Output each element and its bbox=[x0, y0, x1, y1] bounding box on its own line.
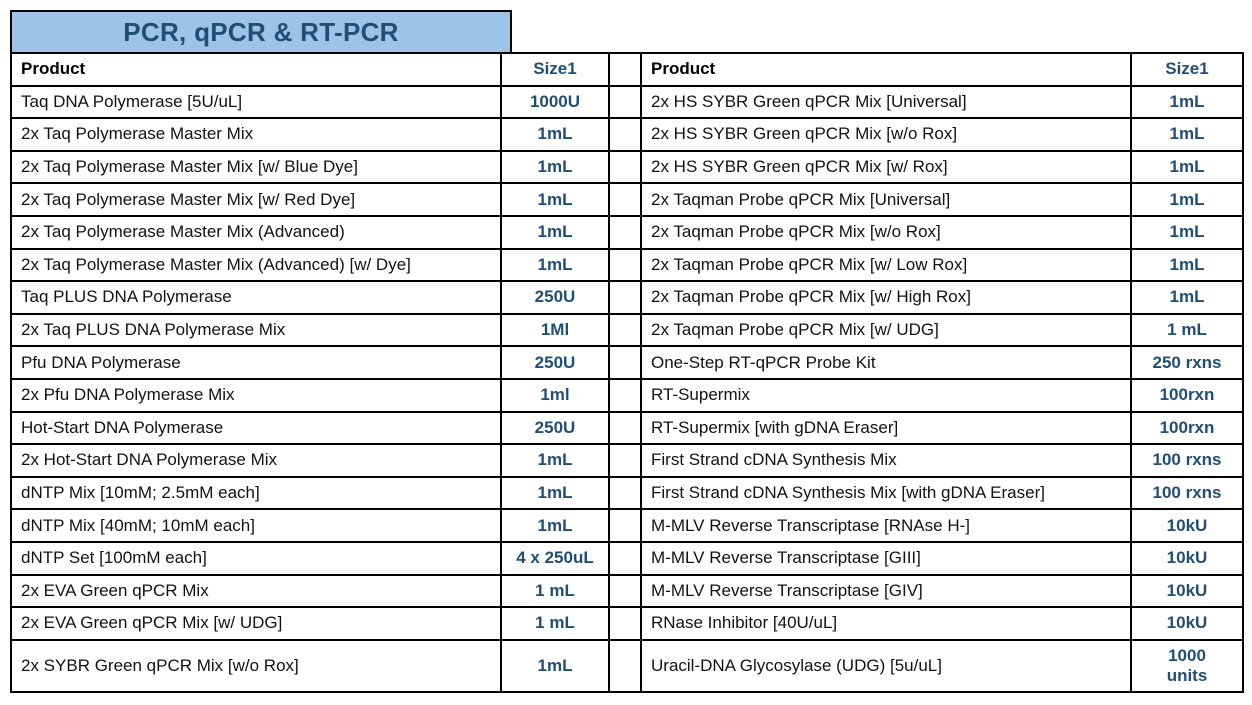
right-size-cell: 1mL bbox=[1132, 151, 1244, 185]
right-size-cell: 100rxn bbox=[1132, 412, 1244, 446]
table-gap-spacer bbox=[610, 314, 642, 348]
right-size-cell: 1mL bbox=[1132, 282, 1244, 315]
left-product-cell: Pfu DNA Polymerase bbox=[12, 347, 502, 380]
left-product-cell: Taq PLUS DNA Polymerase bbox=[12, 282, 502, 315]
right-size-header: Size1 bbox=[1132, 54, 1244, 87]
left-product-cell: Taq DNA Polymerase [5U/uL] bbox=[12, 86, 502, 120]
right-product-cell: One-Step RT-qPCR Probe Kit bbox=[642, 347, 1132, 380]
right-product-cell: 2x HS SYBR Green qPCR Mix [Universal] bbox=[642, 86, 1132, 120]
right-size-cell: 1mL bbox=[1132, 184, 1244, 217]
left-size-cell: 1ml bbox=[502, 379, 610, 413]
left-size-cell: 1mL bbox=[502, 477, 610, 511]
left-product-cell: 2x Taq Polymerase Master Mix (Advanced) bbox=[12, 216, 502, 250]
right-product-cell: First Strand cDNA Synthesis Mix bbox=[642, 445, 1132, 478]
left-size-cell: 4 x 250uL bbox=[502, 542, 610, 576]
table-gap-spacer bbox=[610, 542, 642, 576]
left-product-cell: 2x Taq Polymerase Master Mix [w/ Red Dye… bbox=[12, 184, 502, 217]
left-size-cell: 1mL bbox=[502, 640, 610, 693]
table-gap-spacer bbox=[610, 608, 642, 641]
left-product-header: Product bbox=[12, 54, 502, 87]
left-product-cell: Hot-Start DNA Polymerase bbox=[12, 412, 502, 446]
table-gap-spacer bbox=[610, 216, 642, 250]
right-size-cell: 1mL bbox=[1132, 86, 1244, 120]
left-size-cell: 1 mL bbox=[502, 608, 610, 641]
left-size-cell: 250U bbox=[502, 282, 610, 315]
product-tables-grid: Product Size1 Product Size1 Taq DNA Poly… bbox=[10, 52, 1244, 693]
right-product-cell: First Strand cDNA Synthesis Mix [with gD… bbox=[642, 477, 1132, 511]
left-size-cell: 1mL bbox=[502, 249, 610, 283]
right-product-cell: M-MLV Reverse Transcriptase [GIII] bbox=[642, 542, 1132, 576]
left-size-cell: 1mL bbox=[502, 119, 610, 152]
right-product-cell: M-MLV Reverse Transcriptase [GIV] bbox=[642, 575, 1132, 609]
right-product-cell: 2x Taqman Probe qPCR Mix [w/ Low Rox] bbox=[642, 249, 1132, 283]
right-size-cell: 10kU bbox=[1132, 510, 1244, 543]
right-size-cell: 1mL bbox=[1132, 216, 1244, 250]
right-product-cell: 2x HS SYBR Green qPCR Mix [w/o Rox] bbox=[642, 119, 1132, 152]
table-gap-spacer bbox=[610, 86, 642, 120]
right-product-cell: M-MLV Reverse Transcriptase [RNAse H-] bbox=[642, 510, 1132, 543]
left-size-cell: 1mL bbox=[502, 216, 610, 250]
table-gap-spacer bbox=[610, 151, 642, 185]
right-product-cell: Uracil-DNA Glycosylase (UDG) [5u/uL] bbox=[642, 640, 1132, 693]
table-gap-spacer bbox=[610, 379, 642, 413]
left-product-cell: 2x Pfu DNA Polymerase Mix bbox=[12, 379, 502, 413]
left-product-cell: dNTP Set [100mM each] bbox=[12, 542, 502, 576]
right-size-cell: 1 mL bbox=[1132, 314, 1244, 348]
left-size-cell: 1000U bbox=[502, 86, 610, 120]
right-size-cell: 100 rxns bbox=[1132, 477, 1244, 511]
left-size-cell: 250U bbox=[502, 347, 610, 380]
right-size-cell: 10kU bbox=[1132, 575, 1244, 609]
right-product-cell: 2x Taqman Probe qPCR Mix [w/ High Rox] bbox=[642, 282, 1132, 315]
section-title-box: PCR, qPCR & RT-PCR bbox=[10, 10, 512, 54]
right-product-cell: RT-Supermix [with gDNA Eraser] bbox=[642, 412, 1132, 446]
right-size-cell: 100 rxns bbox=[1132, 445, 1244, 478]
right-size-cell: 250 rxns bbox=[1132, 347, 1244, 380]
left-product-cell: 2x EVA Green qPCR Mix bbox=[12, 575, 502, 609]
table-gap-spacer bbox=[610, 445, 642, 478]
right-product-cell: 2x Taqman Probe qPCR Mix [w/o Rox] bbox=[642, 216, 1132, 250]
right-product-cell: 2x Taqman Probe qPCR Mix [w/ UDG] bbox=[642, 314, 1132, 348]
table-gap-spacer bbox=[610, 282, 642, 315]
table-gap-spacer bbox=[610, 119, 642, 152]
table-gap-spacer bbox=[610, 510, 642, 543]
left-product-cell: dNTP Mix [40mM; 10mM each] bbox=[12, 510, 502, 543]
right-product-cell: 2x Taqman Probe qPCR Mix [Universal] bbox=[642, 184, 1132, 217]
left-product-cell: 2x Hot-Start DNA Polymerase Mix bbox=[12, 445, 502, 478]
right-size-cell: 10kU bbox=[1132, 608, 1244, 641]
table-gap-spacer bbox=[610, 575, 642, 609]
table-gap-spacer bbox=[610, 347, 642, 380]
right-size-cell: 100rxn bbox=[1132, 379, 1244, 413]
left-size-cell: 250U bbox=[502, 412, 610, 446]
right-product-cell: RNase Inhibitor [40U/uL] bbox=[642, 608, 1132, 641]
table-gap-spacer bbox=[610, 184, 642, 217]
right-product-cell: RT-Supermix bbox=[642, 379, 1132, 413]
left-size-header: Size1 bbox=[502, 54, 610, 87]
table-gap-spacer bbox=[610, 477, 642, 511]
left-product-cell: dNTP Mix [10mM; 2.5mM each] bbox=[12, 477, 502, 511]
left-product-cell: 2x EVA Green qPCR Mix [w/ UDG] bbox=[12, 608, 502, 641]
left-size-cell: 1 mL bbox=[502, 575, 610, 609]
left-size-cell: 1mL bbox=[502, 151, 610, 185]
right-size-cell: 1mL bbox=[1132, 249, 1244, 283]
table-gap-spacer bbox=[610, 54, 642, 87]
right-product-header: Product bbox=[642, 54, 1132, 87]
left-size-cell: 1mL bbox=[502, 184, 610, 217]
right-size-cell: 1mL bbox=[1132, 119, 1244, 152]
right-size-cell: 1000 units bbox=[1132, 640, 1244, 693]
left-product-cell: 2x Taq Polymerase Master Mix bbox=[12, 119, 502, 152]
left-product-cell: 2x SYBR Green qPCR Mix [w/o Rox] bbox=[12, 640, 502, 693]
left-size-cell: 1mL bbox=[502, 510, 610, 543]
left-size-cell: 1Ml bbox=[502, 314, 610, 348]
left-product-cell: 2x Taq PLUS DNA Polymerase Mix bbox=[12, 314, 502, 348]
page-title: PCR, qPCR & RT-PCR bbox=[123, 16, 399, 47]
left-size-cell: 1mL bbox=[502, 445, 610, 478]
right-product-cell: 2x HS SYBR Green qPCR Mix [w/ Rox] bbox=[642, 151, 1132, 185]
table-gap-spacer bbox=[610, 412, 642, 446]
right-size-cell: 10kU bbox=[1132, 542, 1244, 576]
table-gap-spacer bbox=[610, 640, 642, 693]
table-gap-spacer bbox=[610, 249, 642, 283]
left-product-cell: 2x Taq Polymerase Master Mix [w/ Blue Dy… bbox=[12, 151, 502, 185]
left-product-cell: 2x Taq Polymerase Master Mix (Advanced) … bbox=[12, 249, 502, 283]
